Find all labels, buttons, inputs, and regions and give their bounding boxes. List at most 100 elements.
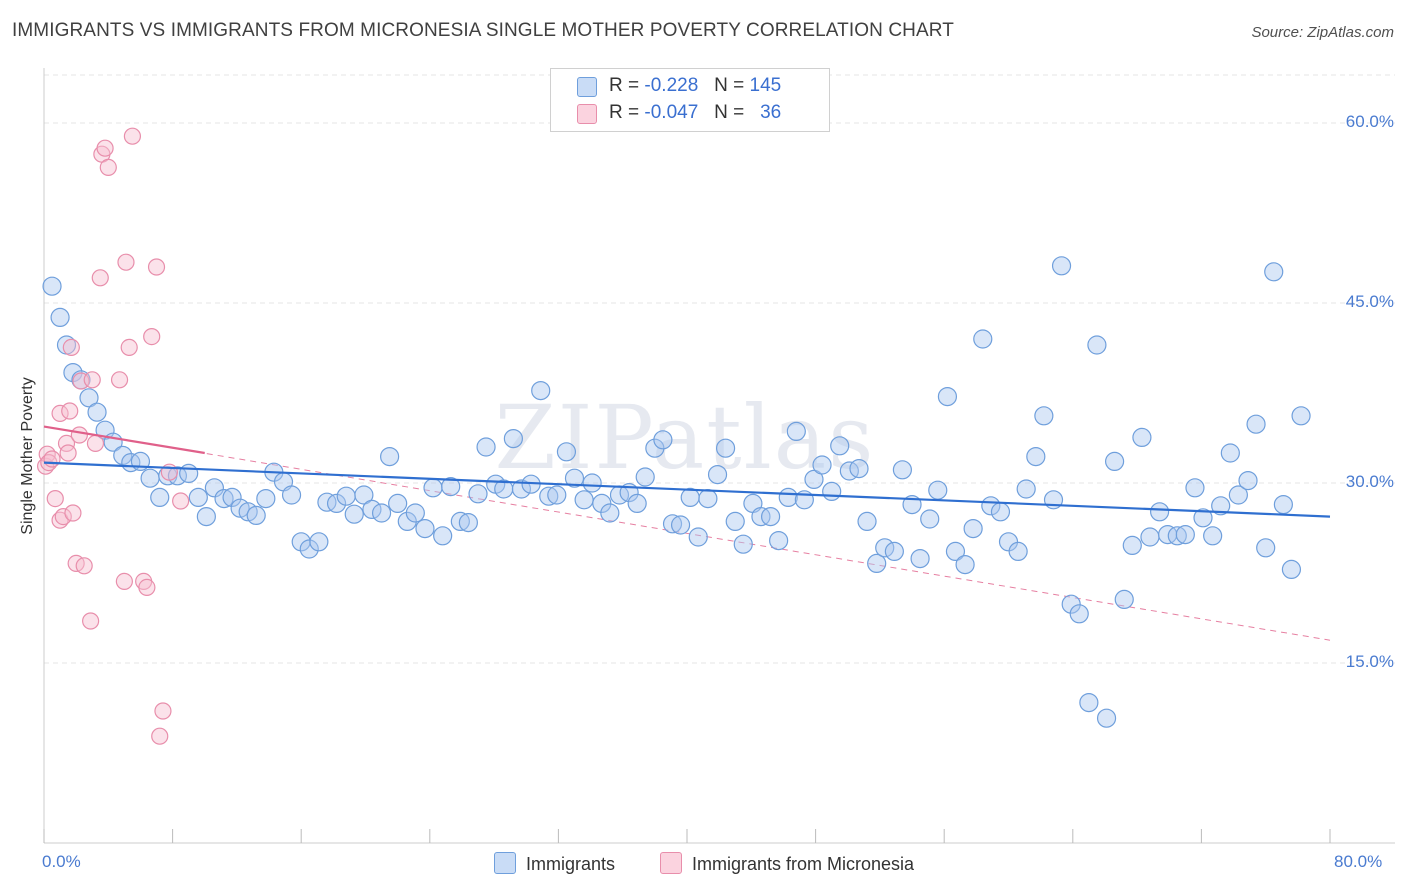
immigrants-point: [87, 402, 107, 422]
immigrants-point: [539, 486, 559, 506]
immigrants-point: [450, 511, 470, 532]
immigrants-point: [698, 489, 718, 509]
micronesia-point: [123, 127, 142, 145]
immigrants-point: [458, 512, 478, 533]
legend-r-label: R =: [609, 102, 640, 123]
micronesia-point: [117, 253, 135, 271]
immigrants-point: [1228, 485, 1248, 505]
legend-immigrants-label: Immigrants: [526, 854, 616, 874]
immigrants-point: [822, 481, 842, 501]
micronesia-point: [75, 557, 93, 575]
micronesia-point: [91, 269, 109, 287]
immigrants-point: [564, 468, 585, 488]
immigrants-point: [317, 492, 337, 512]
immigrants-point: [547, 485, 567, 505]
immigrants-point: [1167, 526, 1187, 546]
immigrants-point: [1132, 427, 1152, 447]
immigrants-point: [751, 506, 771, 527]
micronesia-point: [96, 139, 114, 157]
immigrants-point: [1185, 478, 1205, 498]
immigrants-point: [867, 553, 887, 574]
immigrants-point: [1264, 262, 1284, 282]
immigrants-point: [945, 541, 966, 562]
immigrants-point: [670, 515, 691, 535]
immigrants-point: [281, 485, 302, 505]
immigrants-point: [503, 429, 523, 449]
y-axis-label: Single Mother Poverty: [19, 377, 36, 535]
chart-title: IMMIGRANTS VS IMMIGRANTS FROM MICRONESIA…: [12, 20, 954, 41]
immigrants-point: [662, 514, 683, 534]
immigrants-point: [1273, 495, 1293, 515]
micronesia-point: [54, 507, 72, 526]
immigrants-point: [760, 506, 781, 527]
immigrants-point: [592, 493, 612, 513]
immigrants-point: [344, 504, 364, 524]
legend-n-value: 36: [760, 102, 782, 123]
micronesia-point: [62, 338, 80, 356]
immigrants-point: [725, 511, 745, 532]
immigrants-point: [1246, 414, 1266, 434]
micronesia-point: [46, 490, 64, 508]
y-tick-label: 15.0%: [1345, 652, 1394, 671]
source-label: Source: ZipAtlas.com: [1251, 24, 1394, 41]
immigrants-point: [857, 511, 877, 532]
micronesia-point: [99, 158, 117, 176]
legend-r-label: R =: [609, 75, 640, 96]
immigrants-point: [150, 487, 170, 507]
micronesia-point: [61, 402, 79, 420]
immigrants-point: [1079, 692, 1099, 713]
immigrants-point: [963, 518, 983, 539]
immigrants-point: [371, 503, 392, 523]
immigrants-point: [973, 329, 993, 349]
micronesia-trend-dashed: [43, 426, 1331, 641]
immigrants-point: [804, 469, 824, 489]
immigrants-point: [299, 539, 319, 559]
legend-immigrants: Immigrants: [494, 852, 615, 875]
immigrants-point: [635, 467, 655, 487]
immigrants-point: [167, 466, 188, 486]
immigrants-point: [1069, 604, 1089, 624]
immigrants-point: [1140, 527, 1160, 547]
immigrants-point: [468, 484, 488, 504]
immigrants-point: [336, 486, 356, 506]
immigrants-point: [1211, 496, 1231, 516]
immigrants-point: [204, 478, 224, 498]
immigrants-point: [937, 387, 958, 407]
micronesia-point: [172, 492, 190, 510]
immigrants-point: [188, 487, 208, 507]
immigrants-point: [441, 477, 461, 497]
immigrants-point: [42, 276, 62, 296]
immigrants-point: [715, 438, 736, 458]
immigrants-point: [1256, 538, 1276, 558]
immigrants-point: [812, 455, 832, 475]
immigrants-point: [556, 442, 577, 462]
immigrants-point: [196, 506, 216, 527]
immigrants-point: [113, 445, 133, 465]
legend-n-label: N =: [714, 102, 745, 123]
immigrants-point: [309, 532, 329, 552]
micronesia-point: [82, 612, 100, 630]
immigrants-point: [140, 468, 160, 488]
immigrants-point: [415, 518, 435, 539]
immigrants-point: [627, 493, 647, 513]
immigrants-point: [222, 487, 242, 507]
micronesia-point: [59, 444, 77, 462]
micronesia-point: [43, 450, 61, 468]
immigrants-point: [778, 487, 798, 507]
micronesia-point: [70, 426, 88, 444]
trend-lines: [43, 426, 1331, 641]
legend-micronesia: Immigrants from Micronesia: [660, 852, 914, 875]
immigrants-point: [1150, 502, 1170, 522]
micronesia-point: [154, 702, 172, 720]
immigrants-point: [354, 485, 374, 505]
y-tick-label: 45.0%: [1345, 292, 1394, 311]
micronesia-point: [64, 504, 82, 522]
immigrants-point: [1104, 451, 1125, 471]
immigrants-point: [1096, 708, 1117, 728]
immigrants-point: [433, 526, 453, 546]
grid-lines: [44, 74, 1395, 664]
immigrants-point: [990, 502, 1011, 522]
immigrants-point: [955, 554, 975, 575]
micronesia-point: [110, 371, 129, 389]
